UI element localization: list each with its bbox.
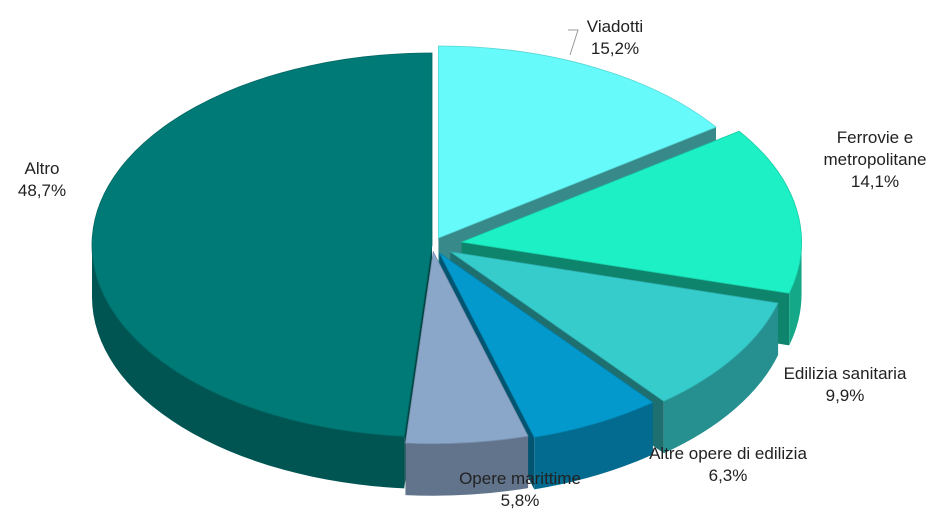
slice — [405, 250, 529, 445]
slice-label: Altre opere di edilizia 6,3% — [618, 443, 838, 487]
slice-side — [405, 436, 529, 496]
label-name: Viadotti — [586, 17, 644, 36]
slice-label: Ferrovie e metropolitane 14,1% — [800, 127, 947, 193]
label-value: 14,1% — [850, 172, 900, 191]
slice-side — [534, 402, 653, 490]
label-name: Altre opere di edilizia — [649, 444, 807, 463]
label-name: Opere marittime — [459, 469, 581, 488]
slice-side — [663, 303, 779, 454]
label-name: Altro — [24, 159, 60, 178]
label-name: Ferrovie e metropolitane — [823, 128, 927, 169]
slice-label: Viadotti 15,2% — [555, 16, 675, 60]
slice-label: Edilizia sanitaria 9,9% — [755, 363, 935, 407]
label-value: 15,2% — [590, 39, 640, 58]
slice — [439, 252, 654, 438]
label-value: 48,7% — [17, 181, 67, 200]
label-value: 6,3% — [708, 466, 748, 485]
label-name: Edilizia sanitaria — [783, 364, 907, 383]
slice — [438, 45, 717, 239]
label-value: 9,9% — [825, 386, 865, 405]
slice — [91, 52, 433, 437]
slice — [450, 251, 779, 402]
leader-line — [568, 29, 579, 56]
slice-label: Altro 48,7% — [2, 158, 82, 202]
slice — [460, 130, 802, 294]
label-value: 5,8% — [500, 491, 540, 510]
slice-label: Opere marittime 5,8% — [430, 468, 610, 512]
